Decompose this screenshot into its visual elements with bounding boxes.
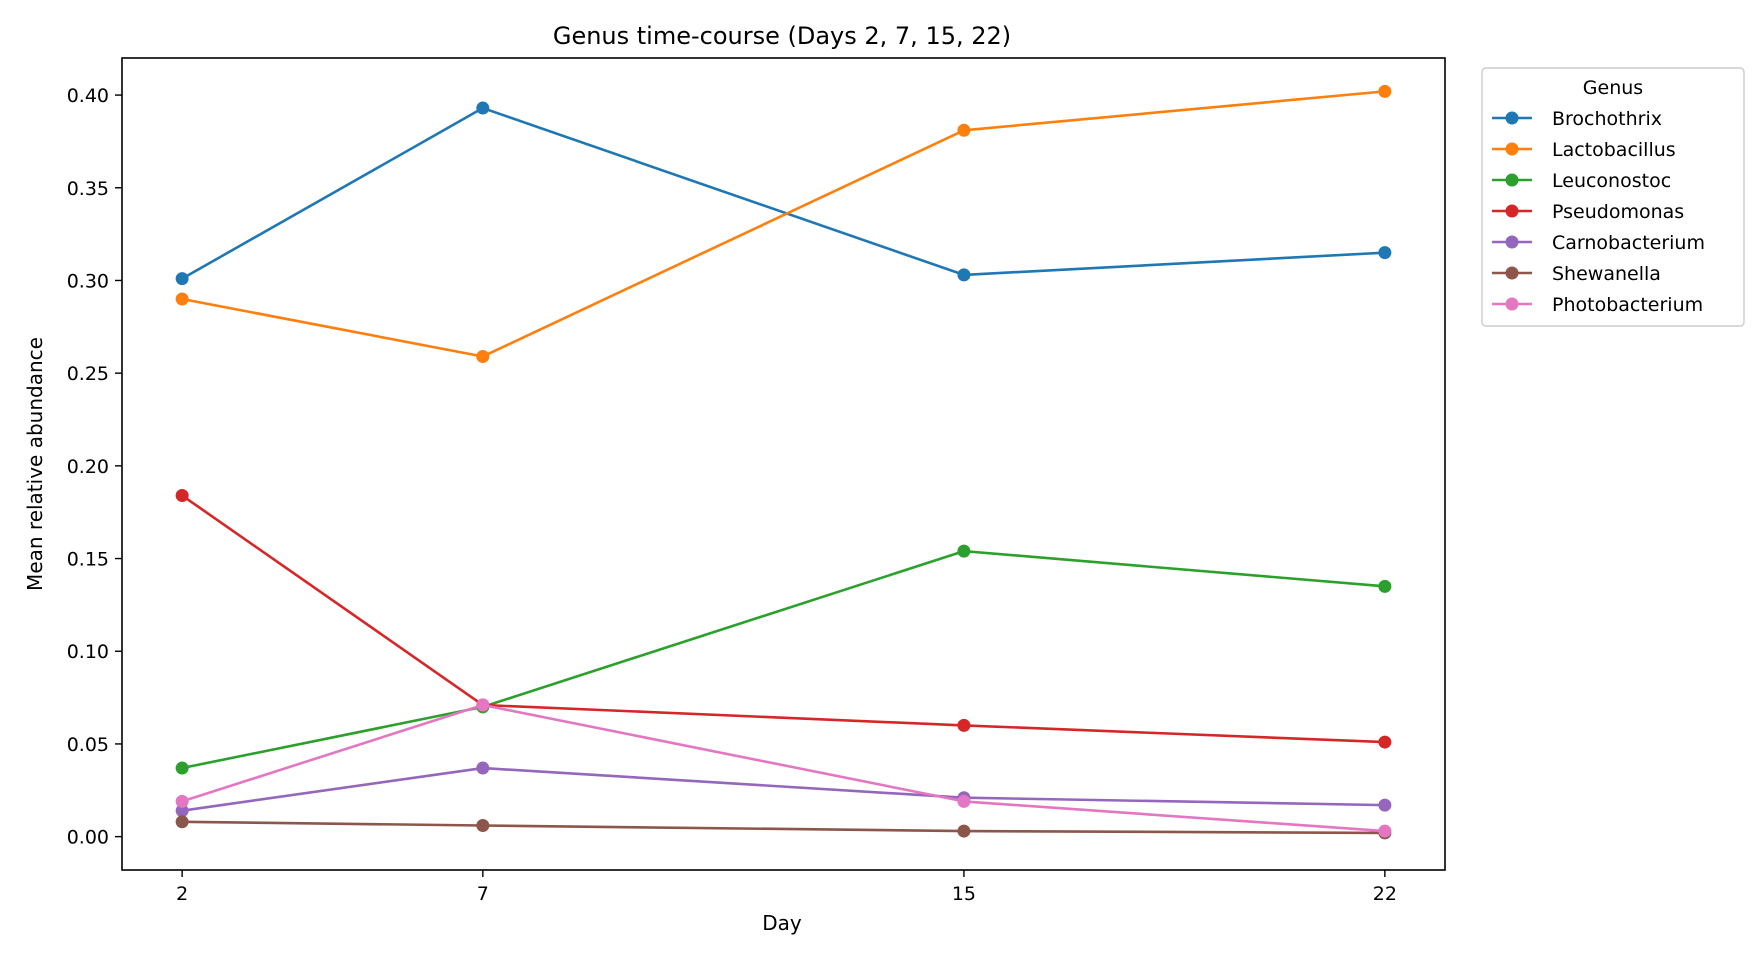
data-point-photobacterium xyxy=(175,794,189,808)
legend-label: Carnobacterium xyxy=(1552,232,1705,254)
legend-label: Brochothrix xyxy=(1552,108,1662,130)
data-point-brochothrix xyxy=(476,101,490,115)
legend-frame xyxy=(1481,67,1745,327)
legend-swatch-marker xyxy=(1505,173,1519,187)
data-point-shewanella xyxy=(476,819,490,833)
series-pseudomonas xyxy=(175,489,1392,749)
legend-label: Pseudomonas xyxy=(1552,201,1684,223)
y-axis-label: Mean relative abundance xyxy=(23,337,47,591)
x-tick-label: 22 xyxy=(1373,883,1397,905)
x-axis-label: Day xyxy=(762,911,802,935)
legend-swatch-marker xyxy=(1505,297,1519,311)
data-point-carnobacterium xyxy=(476,761,490,775)
legend-item-brochothrix: Brochothrix xyxy=(1492,108,1662,130)
plot-frame xyxy=(121,57,1446,871)
legend-item-photobacterium: Photobacterium xyxy=(1492,294,1703,316)
x-axis-ticks: 2 7 15 22 xyxy=(176,870,1397,905)
legend-items: Brochothrix Lactobacillus Leuconostoc Pseud… xyxy=(1492,108,1705,316)
legend-swatch-marker xyxy=(1505,266,1519,280)
plot-area xyxy=(175,84,1392,840)
data-point-brochothrix xyxy=(1378,246,1392,260)
data-point-brochothrix xyxy=(175,272,189,286)
series-line-shewanella xyxy=(182,820,1385,835)
series-line-pseudomonas xyxy=(181,494,1385,744)
y-tick-label: 0.15 xyxy=(67,549,109,571)
legend-label: Leuconostoc xyxy=(1552,170,1671,192)
data-point-photobacterium xyxy=(957,794,971,808)
x-tick-label: 7 xyxy=(477,883,489,905)
legend-item-leuconostoc: Leuconostoc xyxy=(1492,170,1671,192)
legend-item-carnobacterium: Carnobacterium xyxy=(1492,232,1705,254)
series-line-photobacterium xyxy=(181,703,1385,833)
data-point-lactobacillus xyxy=(175,292,189,306)
y-tick-label: 0.05 xyxy=(67,734,109,756)
y-tick-label: 0.30 xyxy=(67,270,109,292)
data-point-brochothrix xyxy=(957,268,971,282)
data-point-shewanella xyxy=(957,824,971,838)
data-point-photobacterium xyxy=(1378,824,1392,838)
series-leuconostoc xyxy=(175,544,1392,775)
data-point-shewanella xyxy=(175,815,189,829)
data-point-carnobacterium xyxy=(175,804,189,818)
data-point-pseudomonas xyxy=(1378,735,1392,749)
legend-item-shewanella: Shewanella xyxy=(1492,263,1661,285)
y-tick-label: 0.10 xyxy=(67,641,109,663)
series-photobacterium xyxy=(175,698,1392,838)
data-point-carnobacterium xyxy=(1378,798,1392,812)
series-line-brochothrix xyxy=(181,106,1385,280)
legend-swatch-marker xyxy=(1505,142,1519,156)
series-line-carnobacterium xyxy=(181,766,1385,812)
legend-swatch-marker xyxy=(1505,111,1519,125)
y-tick-label: 0.35 xyxy=(67,178,109,200)
data-point-photobacterium xyxy=(476,698,490,712)
y-tick-label: 0.00 xyxy=(67,827,109,849)
legend-label: Lactobacillus xyxy=(1552,139,1676,161)
series-line-leuconostoc xyxy=(181,549,1385,770)
y-tick-label: 0.20 xyxy=(67,456,109,478)
data-point-pseudomonas xyxy=(957,718,971,732)
chart-title: Genus time-course (Days 2, 7, 15, 22) xyxy=(553,22,1011,50)
y-tick-label: 0.25 xyxy=(67,363,109,385)
legend-swatch-marker xyxy=(1505,235,1519,249)
y-axis-ticks: 0.00 0.05 0.10 0.15 0.20 0.25 0.30 0.35 0.40 xyxy=(67,85,122,849)
legend-label: Shewanella xyxy=(1552,263,1661,285)
legend-label: Photobacterium xyxy=(1552,294,1703,316)
series-line-lactobacillus xyxy=(181,90,1385,358)
series-brochothrix xyxy=(175,101,1392,286)
legend-swatch-marker xyxy=(1505,204,1519,218)
data-point-leuconostoc xyxy=(957,544,971,558)
series-lactobacillus xyxy=(175,84,1392,363)
data-point-pseudomonas xyxy=(175,489,189,503)
legend-item-pseudomonas: Pseudomonas xyxy=(1492,201,1684,223)
data-point-lactobacillus xyxy=(957,123,971,137)
x-tick-label: 15 xyxy=(952,883,976,905)
legend: Genus Brochothrix Lactobacillus Leuconosto… xyxy=(1481,67,1745,327)
data-point-leuconostoc xyxy=(175,761,189,775)
y-tick-label: 0.40 xyxy=(67,85,109,107)
data-point-lactobacillus xyxy=(1378,84,1392,98)
x-tick-label: 2 xyxy=(176,883,188,905)
legend-item-lactobacillus: Lactobacillus xyxy=(1492,139,1676,161)
series-carnobacterium xyxy=(175,761,1392,818)
data-point-leuconostoc xyxy=(1378,579,1392,593)
legend-title: Genus xyxy=(1583,77,1643,99)
data-point-lactobacillus xyxy=(476,349,490,363)
